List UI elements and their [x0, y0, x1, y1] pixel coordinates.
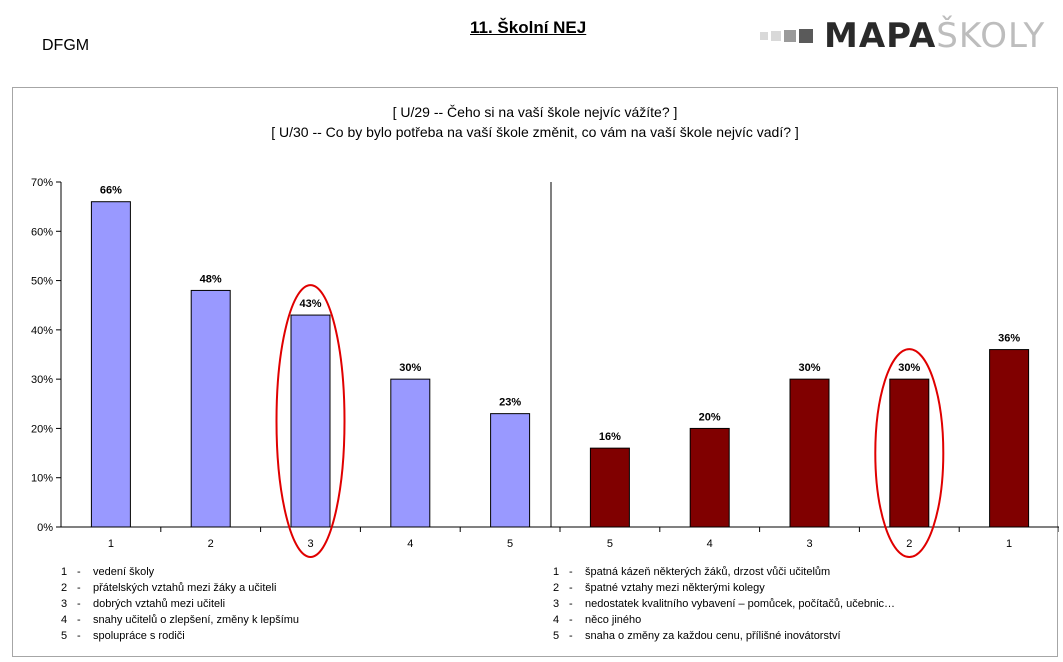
- legend-item-separator: -: [569, 566, 573, 578]
- legend-item: 3- nedostatek kvalitního vybavení – pomůc…: [553, 596, 895, 612]
- bar: [689, 427, 730, 528]
- school-code: DFGM: [42, 37, 90, 54]
- logo-text: MAPAŠKOLY: [824, 16, 1045, 56]
- bar: [290, 314, 331, 528]
- legend-item-separator: -: [569, 598, 573, 610]
- legend-item-number: 4: [61, 614, 68, 626]
- bar-value-label: 30%: [898, 362, 920, 374]
- legend-item-number: 5: [61, 630, 68, 642]
- bar: [989, 349, 1030, 528]
- mapa-skoly-logo: MAPAŠKOLY: [760, 16, 1045, 56]
- legend-item-text: přátelských vztahů mezi žáky a učiteli: [93, 582, 277, 594]
- bar: [90, 201, 131, 528]
- bar-value-label: 36%: [998, 333, 1020, 345]
- legend-item-text: snaha o změny za každou cenu, přílišné i…: [585, 630, 841, 642]
- legend-item-separator: -: [569, 630, 573, 642]
- legend-item-number: 5: [553, 630, 560, 642]
- legend-item-text: spolupráce s rodiči: [93, 630, 185, 642]
- bar-value-label: 30%: [399, 362, 421, 374]
- bar-value-label: 48%: [200, 273, 222, 285]
- legend-item: 1- vedení školy: [61, 564, 299, 580]
- y-tick-label: 50%: [31, 276, 53, 288]
- bar-value-label: 66%: [100, 185, 122, 197]
- logo-text-light: ŠKOLY: [936, 16, 1046, 56]
- legend-item-text: snahy učitelů o zlepšení, změny k lepším…: [93, 614, 300, 626]
- x-tick-label: 5: [507, 538, 513, 550]
- chart-title-line-1: [ U/29 -- Čeho si na vaší škole nejvíc v…: [392, 104, 678, 120]
- y-tick-label: 0%: [37, 522, 53, 534]
- y-tick-label: 40%: [31, 325, 53, 337]
- legend-item-separator: -: [569, 582, 573, 594]
- legend-item-number: 2: [553, 582, 560, 594]
- bar-value-label: 16%: [599, 431, 621, 443]
- legend-item-separator: -: [77, 598, 81, 610]
- y-tick-label: 70%: [31, 177, 53, 189]
- legend-left: 1- vedení školy 2- přátelských vztahů mezi …: [61, 564, 299, 644]
- y-tick-label: 60%: [31, 226, 53, 238]
- legend-item: 5- snaha o změny za každou cenu, přílišné…: [553, 628, 895, 644]
- bar: [390, 378, 431, 528]
- x-tick-label: 1: [108, 538, 114, 550]
- bar: [789, 378, 830, 528]
- x-tick-label: 5: [607, 538, 613, 550]
- legend-item: 2- špatné vztahy mezi některými kolegy: [553, 580, 895, 596]
- legend-item-number: 1: [553, 566, 560, 578]
- legend-item-separator: -: [569, 614, 573, 626]
- legend-item: 4- snahy učitelů o zlepšení, změny k lepš…: [61, 612, 299, 628]
- legend-right: 1- špatná kázeň některých žáků, drzost vů…: [553, 564, 895, 644]
- highlight-ellipse: [874, 348, 945, 559]
- y-tick-label: 20%: [31, 423, 53, 435]
- legend-item: 3- dobrých vztahů mezi učiteli: [61, 596, 299, 612]
- bar-value-label: 23%: [499, 397, 521, 409]
- x-tick-label: 4: [707, 538, 713, 550]
- legend-item-text: nedostatek kvalitního vybavení – pomůcek…: [585, 598, 896, 610]
- x-tick-label: 2: [906, 538, 912, 550]
- legend-item: 4- něco jiného: [553, 612, 895, 628]
- bar-chart: 0% 10% 20% 30% 40% 50% 60% 70% 66% 1 48% 2 43% 3 30% 4 2…: [31, 177, 1059, 559]
- legend-item: 1- špatná kázeň některých žáků, drzost vů…: [553, 564, 895, 580]
- legend-item-text: špatné vztahy mezi některými kolegy: [585, 582, 765, 594]
- legend-item: 5- spolupráce s rodiči: [61, 628, 299, 644]
- page-title: 11. Školní NEJ: [470, 18, 587, 37]
- legend-item-text: špatná kázeň některých žáků, drzost vůči…: [585, 566, 831, 578]
- bar: [490, 413, 531, 528]
- logo-squares-icon: [760, 29, 816, 43]
- x-tick-label: 1: [1006, 538, 1012, 550]
- highlight-ellipse: [275, 284, 346, 558]
- bar: [889, 378, 930, 528]
- y-tick-label: 10%: [31, 473, 53, 485]
- bar-value-label: 30%: [798, 362, 820, 374]
- legend-item-text: dobrých vztahů mezi učiteli: [93, 598, 226, 610]
- legend-item-separator: -: [77, 614, 81, 626]
- x-tick-label: 3: [806, 538, 812, 550]
- legend-item-number: 2: [61, 582, 68, 594]
- x-tick-label: 3: [307, 538, 313, 550]
- bar: [190, 289, 231, 528]
- bar-value-label: 20%: [699, 411, 721, 423]
- legend-item-number: 3: [61, 598, 68, 610]
- legend-item-number: 1: [61, 566, 68, 578]
- logo-text-dark: MAPA: [824, 16, 937, 56]
- x-tick-label: 4: [407, 538, 413, 550]
- legend-item-number: 3: [553, 598, 560, 610]
- legend-item-separator: -: [77, 566, 81, 578]
- legend-item-text: vedení školy: [93, 566, 155, 578]
- chart-title-line-2: [ U/30 -- Co by bylo potřeba na vaší ško…: [271, 124, 799, 140]
- y-tick-label: 30%: [31, 374, 53, 386]
- chart-frame: [ U/29 -- Čeho si na vaší škole nejvíc v…: [12, 87, 1059, 657]
- bar-value-label: 43%: [299, 298, 321, 310]
- legend-item-separator: -: [77, 630, 81, 642]
- legend-item-separator: -: [77, 582, 81, 594]
- x-tick-label: 2: [208, 538, 214, 550]
- legend-item: 2- přátelských vztahů mezi žáky a učiteli: [61, 580, 299, 596]
- legend-item-number: 4: [553, 614, 560, 626]
- legend-item-text: něco jiného: [585, 614, 642, 626]
- bar: [589, 447, 630, 528]
